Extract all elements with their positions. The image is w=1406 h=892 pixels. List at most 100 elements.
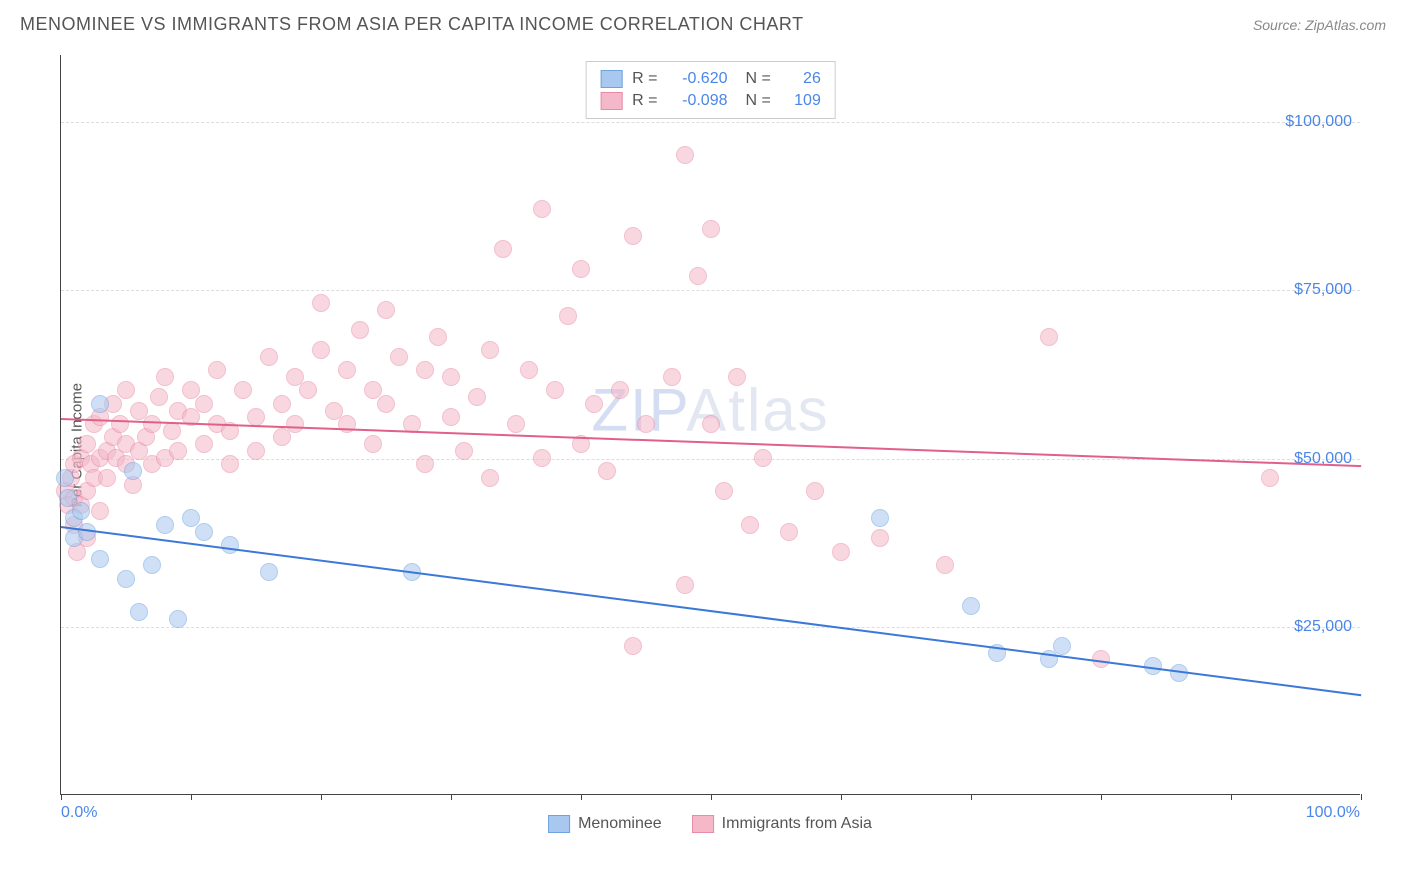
scatter-point xyxy=(624,637,642,655)
source-label: Source: ZipAtlas.com xyxy=(1253,17,1386,33)
r-label: R = xyxy=(632,92,657,110)
legend-item: Menominee xyxy=(548,815,662,833)
scatter-point xyxy=(124,462,142,480)
scatter-point xyxy=(1040,328,1058,346)
scatter-point xyxy=(546,381,564,399)
scatter-point xyxy=(689,267,707,285)
scatter-point xyxy=(260,563,278,581)
scatter-point xyxy=(715,482,733,500)
scatter-point xyxy=(195,395,213,413)
swatch-icon xyxy=(692,815,714,833)
scatter-point xyxy=(98,469,116,487)
scatter-point xyxy=(163,422,181,440)
scatter-point xyxy=(156,516,174,534)
gridline xyxy=(61,290,1360,291)
scatter-point xyxy=(91,502,109,520)
scatter-point xyxy=(754,449,772,467)
stats-row: R =-0.098N =109 xyxy=(600,90,821,112)
scatter-point xyxy=(377,395,395,413)
scatter-point xyxy=(390,348,408,366)
scatter-point xyxy=(247,442,265,460)
scatter-point xyxy=(663,368,681,386)
scatter-point xyxy=(416,361,434,379)
scatter-point xyxy=(273,395,291,413)
x-tick-mark xyxy=(191,794,192,800)
scatter-point xyxy=(585,395,603,413)
stats-legend-box: R =-0.620N =26R =-0.098N =109 xyxy=(585,61,836,119)
scatter-point xyxy=(702,415,720,433)
chart-container: Per Capita Income ZIPAtlas R =-0.620N =2… xyxy=(50,55,1370,835)
scatter-point xyxy=(429,328,447,346)
scatter-point xyxy=(156,368,174,386)
scatter-point xyxy=(169,442,187,460)
x-tick-mark xyxy=(1361,794,1362,800)
swatch-icon xyxy=(600,92,622,110)
scatter-point xyxy=(169,610,187,628)
x-tick-mark xyxy=(711,794,712,800)
x-tick-mark xyxy=(841,794,842,800)
scatter-point xyxy=(832,543,850,561)
n-value: 109 xyxy=(781,92,821,110)
scatter-point xyxy=(221,455,239,473)
scatter-point xyxy=(871,509,889,527)
n-label: N = xyxy=(746,70,771,88)
n-value: 26 xyxy=(781,70,821,88)
x-tick-mark xyxy=(451,794,452,800)
scatter-point xyxy=(741,516,759,534)
scatter-point xyxy=(416,455,434,473)
scatter-point xyxy=(117,381,135,399)
scatter-point xyxy=(247,408,265,426)
scatter-point xyxy=(728,368,746,386)
scatter-point xyxy=(117,570,135,588)
y-tick-label: $75,000 xyxy=(1294,281,1352,299)
scatter-point xyxy=(143,415,161,433)
legend-item: Immigrants from Asia xyxy=(692,815,872,833)
scatter-point xyxy=(962,597,980,615)
scatter-point xyxy=(598,462,616,480)
scatter-point xyxy=(533,449,551,467)
scatter-point xyxy=(234,381,252,399)
r-label: R = xyxy=(632,70,657,88)
scatter-point xyxy=(111,415,129,433)
scatter-point xyxy=(143,556,161,574)
scatter-point xyxy=(611,381,629,399)
scatter-point xyxy=(871,529,889,547)
scatter-point xyxy=(150,388,168,406)
scatter-point xyxy=(273,428,291,446)
gridline xyxy=(61,122,1360,123)
x-tick-mark xyxy=(321,794,322,800)
r-value: -0.098 xyxy=(668,92,728,110)
scatter-point xyxy=(1261,469,1279,487)
scatter-point xyxy=(481,341,499,359)
x-tick-mark xyxy=(1101,794,1102,800)
scatter-point xyxy=(468,388,486,406)
scatter-point xyxy=(507,415,525,433)
swatch-icon xyxy=(600,70,622,88)
scatter-point xyxy=(312,294,330,312)
x-tick-mark xyxy=(971,794,972,800)
scatter-point xyxy=(494,240,512,258)
scatter-point xyxy=(72,502,90,520)
legend-label: Menominee xyxy=(578,815,662,833)
scatter-point xyxy=(442,408,460,426)
scatter-point xyxy=(520,361,538,379)
scatter-point xyxy=(130,603,148,621)
scatter-point xyxy=(702,220,720,238)
scatter-point xyxy=(91,395,109,413)
scatter-point xyxy=(676,576,694,594)
scatter-point xyxy=(221,536,239,554)
scatter-point xyxy=(195,523,213,541)
scatter-point xyxy=(56,469,74,487)
scatter-point xyxy=(806,482,824,500)
chart-title: MENOMINEE VS IMMIGRANTS FROM ASIA PER CA… xyxy=(20,14,804,35)
x-tick-mark xyxy=(1231,794,1232,800)
scatter-point xyxy=(299,381,317,399)
scatter-point xyxy=(780,523,798,541)
legend-label: Immigrants from Asia xyxy=(722,815,872,833)
gridline xyxy=(61,627,1360,628)
scatter-point xyxy=(286,415,304,433)
scatter-point xyxy=(676,146,694,164)
scatter-point xyxy=(637,415,655,433)
scatter-point xyxy=(260,348,278,366)
stats-row: R =-0.620N =26 xyxy=(600,68,821,90)
